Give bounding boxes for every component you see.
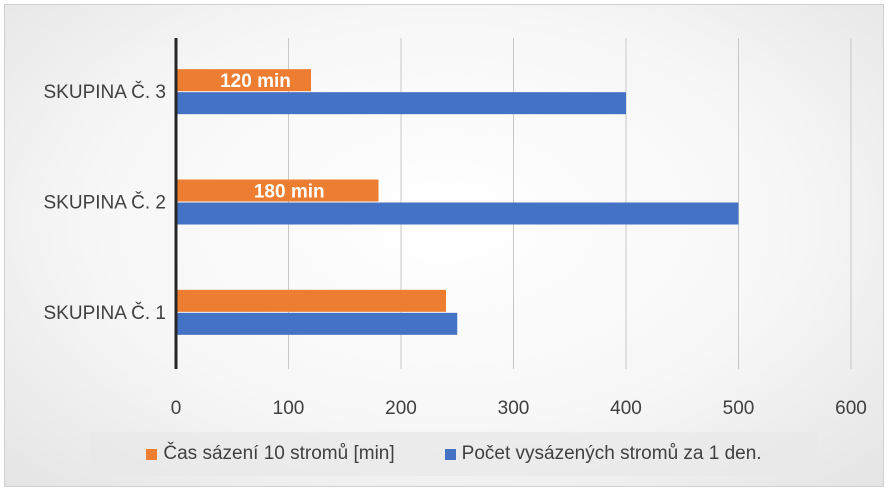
x-tick-label: 500: [723, 398, 755, 419]
x-tick-label: 400: [610, 398, 642, 419]
category-label: SKUPINA Č. 2: [44, 192, 167, 214]
bar-pocet: [176, 312, 458, 335]
x-tick-label: 100: [273, 398, 305, 419]
x-tick-label: 300: [498, 398, 530, 419]
bar-cas: [176, 69, 311, 92]
x-tick-label: 0: [171, 398, 182, 419]
category-label: SKUPINA Č. 3: [44, 81, 167, 103]
bar-pocet: [176, 92, 626, 115]
legend-swatch-orange: [146, 448, 158, 460]
x-tick-label: 200: [385, 398, 417, 419]
data-label: 120 min: [220, 71, 291, 92]
category-label: SKUPINA Č. 1: [44, 302, 167, 324]
data-label: 180 min: [254, 182, 325, 203]
bar-cas: [176, 179, 379, 202]
legend: Čas sázení 10 stromů [min] Počet vysázen…: [90, 432, 818, 476]
legend-label-pocet: Počet vysázených stromů za 1 den.: [461, 443, 762, 464]
legend-swatch-blue: [444, 448, 456, 460]
chart-frame: [4, 4, 884, 487]
x-tick-label: 600: [835, 398, 867, 419]
legend-item-cas: Čas sázení 10 stromů [min]: [146, 443, 395, 465]
legend-label-cas: Čas sázení 10 stromů [min]: [163, 443, 395, 464]
bar-pocet: [176, 202, 739, 225]
legend-item-pocet: Počet vysázených stromů za 1 den.: [444, 443, 762, 465]
bar-cas: [176, 289, 446, 312]
